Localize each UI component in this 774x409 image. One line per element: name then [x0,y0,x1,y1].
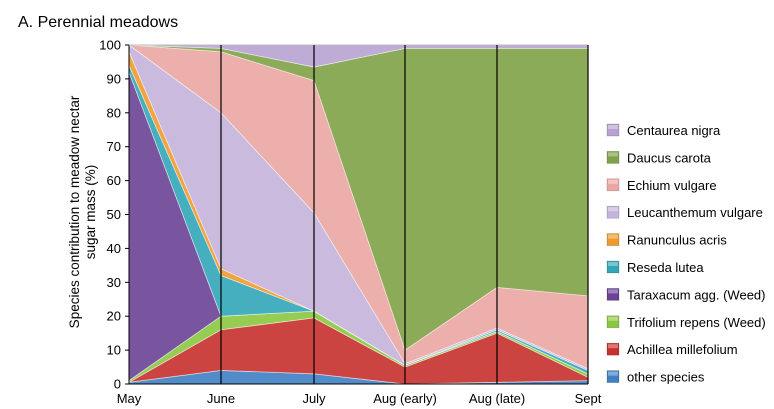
y-tick-label: 40 [107,241,121,256]
y-tick-label: 50 [107,207,121,222]
y-tick-labels: 0 10 20 30 40 50 60 70 80 90 100 [99,38,129,392]
legend-swatch-highlight [608,371,618,376]
legend-swatch-highlight [608,289,618,294]
y-axis-label-line-1: Species contribution to meadow nectar [67,95,82,328]
legend-label: Reseda lutea [627,260,704,275]
legend-swatch-highlight [608,207,618,212]
legend-label: Taraxacum agg. (Weed) [627,287,766,302]
legend-swatch-highlight [608,152,618,157]
legend-item-reseda-lutea: Reseda lutea [606,260,704,275]
y-tick-label: 10 [107,343,121,358]
legend-label: Daucus carota [627,150,712,165]
x-tick-label: Aug (early) [373,391,437,406]
x-tick-label: Aug (late) [469,391,525,406]
x-tick-label: July [302,391,326,406]
legend: Centaurea nigra Daucus carota Echium vulga… [606,123,766,385]
legend-label: other species [627,370,705,385]
series-areas [127,44,589,385]
legend-swatch [606,123,620,137]
plot-frame [128,44,589,385]
legend-swatch [606,233,620,246]
legend-item-achillea-millefolium: Achillea millefolium [606,342,738,357]
legend-label: Leucanthemum vulgare [627,205,763,220]
legend-item-leucanthemum-vulgare: Leucanthemum vulgare [606,205,763,220]
chart-title: A. Perennial meadows [18,14,178,31]
legend-label: Echium vulgare [627,178,717,193]
legend-swatch [606,342,620,356]
legend-swatch-highlight [608,125,618,129]
x-tick-label: May [117,391,142,406]
y-tick-label: 80 [107,105,121,120]
legend-item-ranunculus-acris: Ranunculus acris [606,233,727,248]
legend-label: Trifolium repens (Weed) [627,315,766,330]
legend-swatch [606,260,620,274]
legend-swatch [606,288,620,301]
legend-item-trifolium-repens-weed: Trifolium repens (Weed) [606,315,766,330]
legend-item-other-species: other species [606,370,705,385]
legend-swatch-highlight [608,262,618,266]
legend-item-daucus-carota: Daucus carota [606,150,712,165]
y-tick-label: 100 [99,38,121,53]
legend-swatch-highlight [608,316,618,321]
y-tick-label: 30 [107,275,121,290]
legend-swatch-highlight [608,344,618,349]
x-tick-label: June [207,391,235,406]
y-tick-label: 60 [107,173,121,188]
x-tick-label: Sept [575,391,602,406]
legend-item-taraxacum-agg-weed: Taraxacum agg. (Weed) [606,287,766,302]
legend-item-echium-vulgare: Echium vulgare [606,178,717,193]
legend-label: Achillea millefolium [627,342,738,357]
y-tick-label: 90 [107,71,121,86]
y-tick-label: 0 [114,377,121,392]
y-axis-label-line-2: sugar mass (%) [83,165,98,260]
legend-item-centaurea-nigra: Centaurea nigra [606,123,721,138]
legend-swatch [606,315,620,329]
y-tick-label: 70 [107,139,121,154]
x-tick-labels: May June July Aug (early) Aug (late) Sept [117,391,602,406]
legend-swatch [606,370,620,383]
legend-label: Ranunculus acris [627,233,727,248]
legend-swatch [606,151,620,164]
legend-swatch-highlight [608,179,618,184]
y-tick-label: 20 [107,309,121,324]
legend-label: Centaurea nigra [627,123,721,138]
legend-swatch [606,178,620,192]
legend-swatch [606,205,620,219]
legend-swatch-highlight [608,234,618,239]
